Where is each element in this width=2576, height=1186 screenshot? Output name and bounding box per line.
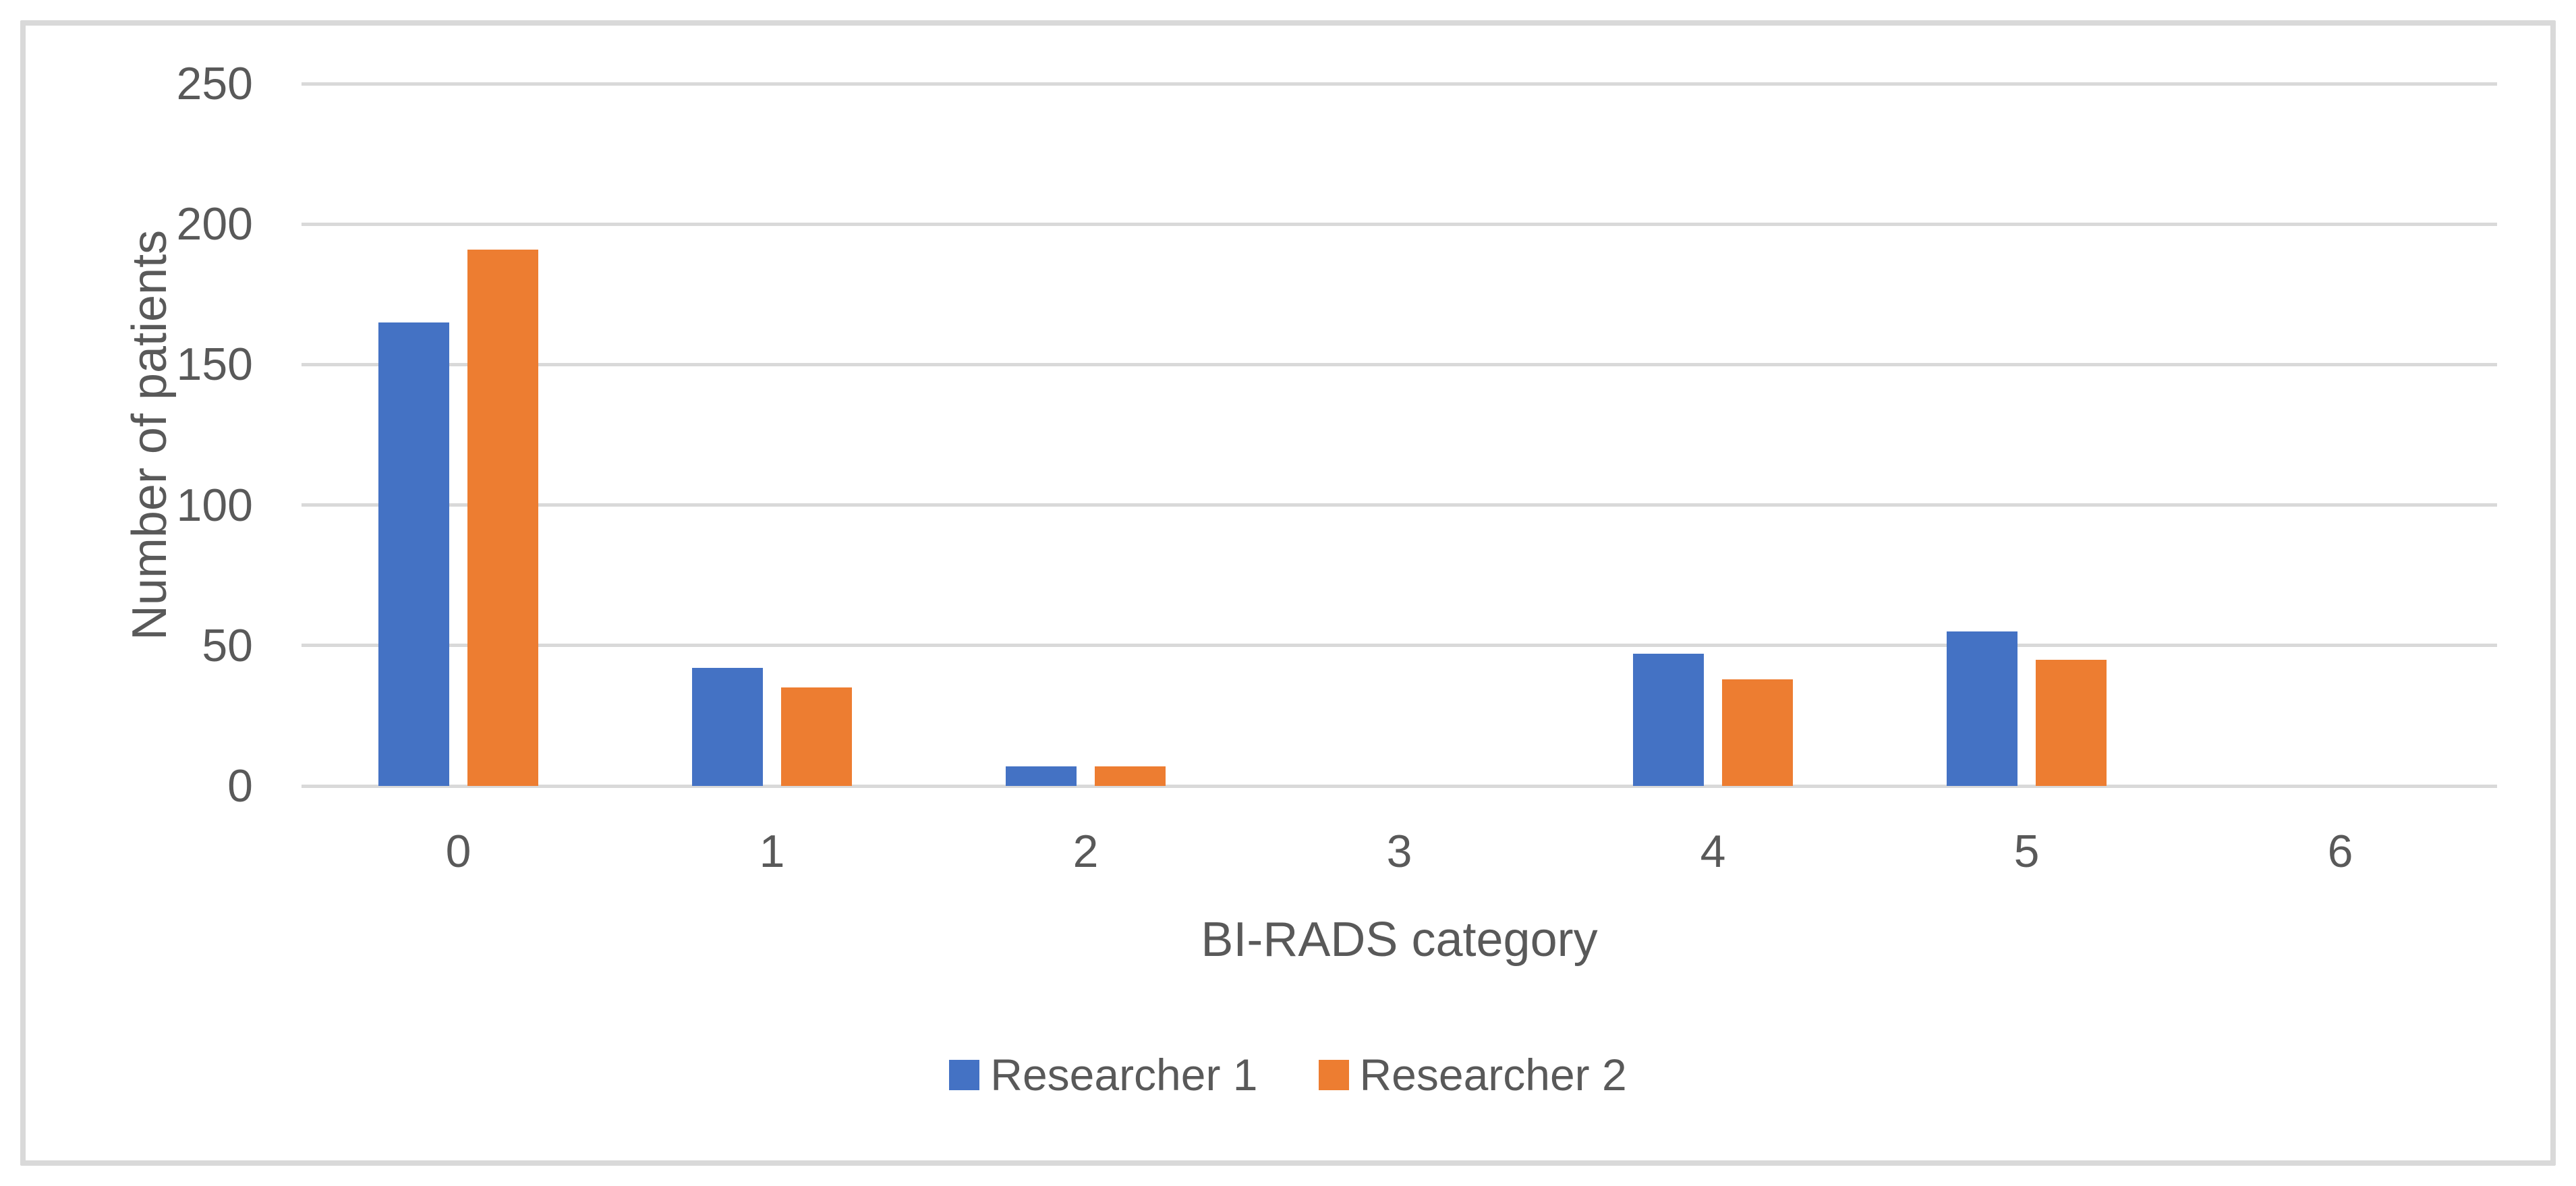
bar-researcher-1-cat1: [692, 668, 763, 786]
bar-researcher-2-cat4: [1722, 679, 1793, 786]
gridline-250: [302, 82, 2497, 86]
x-tick-label-4: 4: [1700, 826, 1726, 877]
x-tick-label-5: 5: [2013, 826, 2040, 877]
legend-label-researcher-2: Researcher 2: [1359, 1050, 1627, 1100]
x-axis-title: BI-RADS category: [1201, 913, 1598, 967]
x-tick-label-2: 2: [1072, 826, 1099, 877]
legend-item-researcher-1: Researcher 1: [949, 1050, 1258, 1100]
bar-researcher-2-cat2: [1095, 766, 1166, 786]
bar-researcher-2-cat1: [781, 687, 852, 786]
legend-label-researcher-1: Researcher 1: [990, 1050, 1258, 1100]
legend-swatch-researcher-2: [1318, 1059, 1349, 1090]
y-tick-label-100: 100: [176, 479, 253, 531]
x-axis-line: [302, 784, 2497, 788]
bar-researcher-1-cat2: [1006, 766, 1077, 786]
gridline-200: [302, 222, 2497, 226]
bar-researcher-1-cat0: [378, 322, 449, 786]
y-tick-label-200: 200: [176, 198, 253, 250]
bar-researcher-1-cat5: [1947, 631, 2017, 786]
x-tick-label-0: 0: [445, 826, 471, 877]
legend-swatch-researcher-1: [949, 1059, 980, 1090]
gridline-150: [302, 362, 2497, 366]
x-tick-label-6: 6: [2327, 826, 2353, 877]
gridline-50: [302, 644, 2497, 648]
y-axis-title: Number of patients: [123, 229, 177, 641]
y-tick-label-0: 0: [227, 760, 253, 812]
y-tick-label-150: 150: [176, 339, 253, 391]
bar-researcher-1-cat4: [1633, 654, 1704, 786]
y-tick-label-250: 250: [176, 58, 253, 109]
x-tick-label-3: 3: [1386, 826, 1412, 877]
bar-researcher-2-cat0: [467, 249, 538, 786]
gridline-100: [302, 503, 2497, 507]
bar-researcher-2-cat5: [2036, 659, 2107, 786]
x-tick-label-1: 1: [759, 826, 785, 877]
legend-item-researcher-2: Researcher 2: [1318, 1050, 1627, 1100]
legend: Researcher 1 Researcher 2: [0, 1052, 2576, 1097]
y-tick-label-50: 50: [202, 619, 253, 671]
